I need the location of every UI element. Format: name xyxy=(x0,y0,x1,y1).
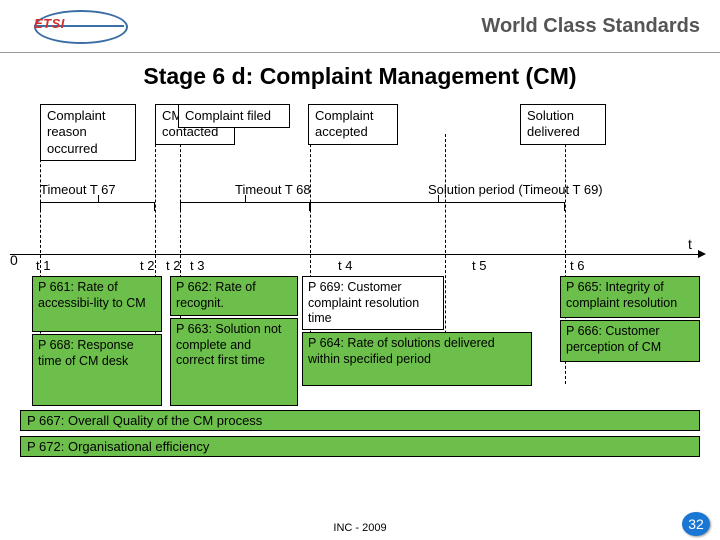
p669-box: P 669: Customer complaint resolution tim… xyxy=(302,276,444,330)
tick-t1: t 1 xyxy=(36,258,50,273)
slide-title: Stage 6 d: Complaint Management (CM) xyxy=(0,63,720,90)
logo-text: ETSI xyxy=(34,16,65,31)
tick-t2a: t 2 xyxy=(140,258,154,273)
cm-diagram: Complaint reason occurred CM contacted C… xyxy=(10,104,710,474)
timeout-t68-label: Timeout T 68 xyxy=(235,182,311,197)
tick-t6: t 6 xyxy=(570,258,584,273)
tick-t3: t 3 xyxy=(190,258,204,273)
axis-t-label: t xyxy=(688,236,692,252)
p667-bar: P 667: Overall Quality of the CM process xyxy=(20,410,700,431)
event-complaint-reason: Complaint reason occurred xyxy=(40,104,136,161)
event-complaint-filed: Complaint filed xyxy=(178,104,290,128)
tick-t4: t 4 xyxy=(338,258,352,273)
p662-box: P 662: Rate of recognit. xyxy=(170,276,298,316)
page-number: 32 xyxy=(682,512,710,536)
time-axis xyxy=(10,254,700,255)
tick-t2b: t 2 xyxy=(166,258,180,273)
world-class-standards: World Class Standards xyxy=(481,15,700,38)
p672-bar: P 672: Organisational efficiency xyxy=(20,436,700,457)
p661-box: P 661: Rate of accessibi-lity to CM xyxy=(32,276,162,332)
p665-box: P 665: Integrity of complaint resolution xyxy=(560,276,700,318)
tick-t5: t 5 xyxy=(472,258,486,273)
p666-box: P 666: Customer perception of CM xyxy=(560,320,700,362)
header: ETSI World Class Standards xyxy=(0,0,720,53)
event-solution-delivered: Solution delivered xyxy=(520,104,606,145)
p668-box: P 668: Response time of CM desk xyxy=(32,334,162,406)
footer-text: INC - 2009 xyxy=(0,522,720,534)
p664-box: P 664: Rate of solutions delivered withi… xyxy=(302,332,532,386)
event-complaint-accepted: Complaint accepted xyxy=(308,104,398,145)
timeout-t69-label: Solution period (Timeout T 69) xyxy=(428,182,603,197)
etsi-logo: ETSI xyxy=(20,8,130,44)
timeout-t67-label: Timeout T 67 xyxy=(40,182,116,197)
p663-box: P 663: Solution not complete and correct… xyxy=(170,318,298,406)
